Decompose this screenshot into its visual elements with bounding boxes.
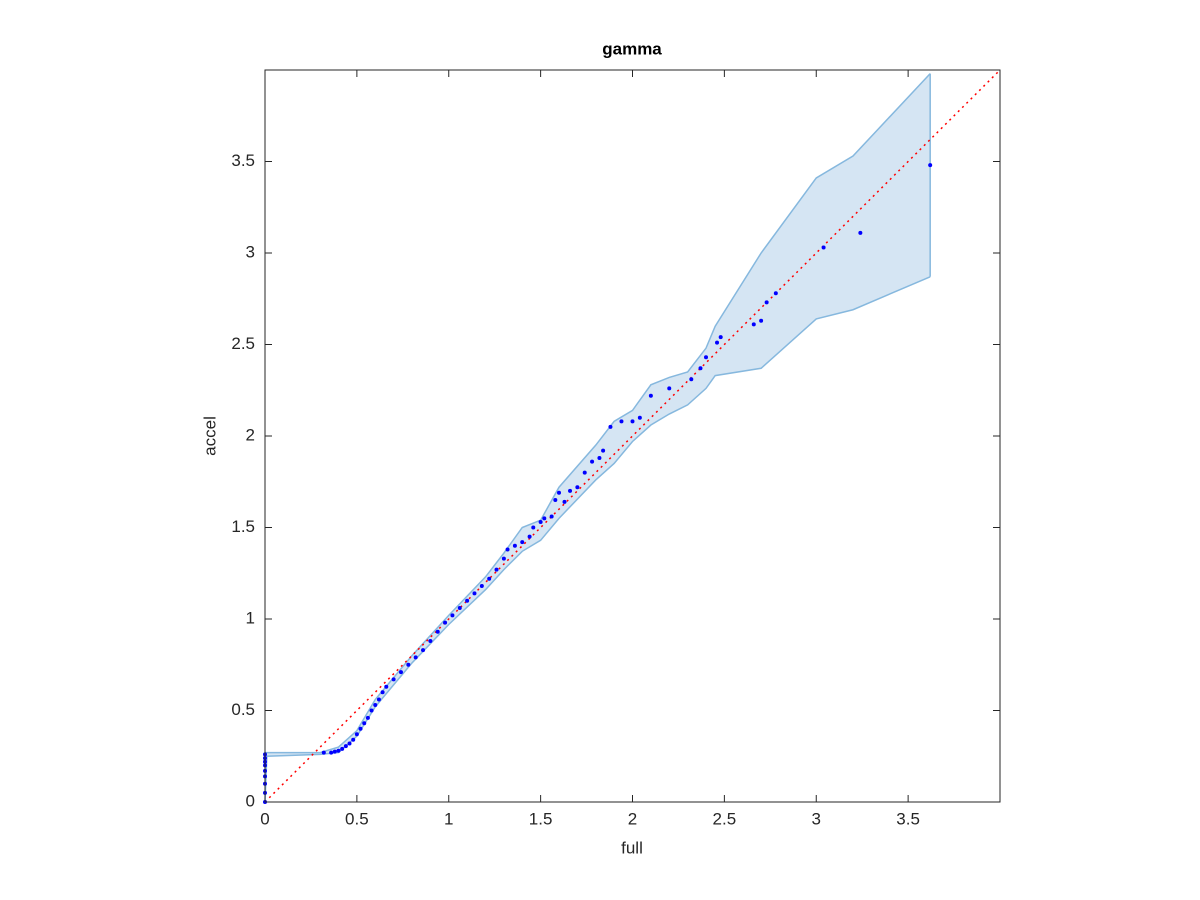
y-tick-label: 0.5 xyxy=(231,700,255,719)
point xyxy=(354,732,359,737)
point xyxy=(575,485,580,490)
y-axis-label: accel xyxy=(200,416,219,456)
x-tick-label: 1.5 xyxy=(529,809,553,828)
y-tick-label: 3.5 xyxy=(231,151,255,170)
point xyxy=(369,708,374,713)
point xyxy=(648,393,653,398)
point xyxy=(450,613,455,618)
point xyxy=(487,576,492,581)
point xyxy=(582,470,587,475)
x-tick-label: 0 xyxy=(260,809,269,828)
point xyxy=(773,291,778,296)
point xyxy=(928,163,933,168)
point xyxy=(332,749,337,754)
point xyxy=(340,746,345,751)
y-tick-label: 0 xyxy=(246,791,255,810)
point xyxy=(549,514,554,519)
point xyxy=(601,448,606,453)
point xyxy=(501,556,506,561)
point xyxy=(457,606,462,611)
y-tick-label: 3 xyxy=(246,242,255,261)
point xyxy=(351,737,356,742)
reference-line xyxy=(264,69,1001,803)
point xyxy=(373,703,378,708)
point xyxy=(376,697,381,702)
point xyxy=(472,591,477,596)
point xyxy=(619,419,624,424)
point xyxy=(527,534,532,539)
point xyxy=(479,584,484,589)
y-tick-label: 1 xyxy=(246,608,255,627)
point xyxy=(759,318,764,323)
point xyxy=(347,741,352,746)
point xyxy=(428,638,433,643)
point xyxy=(505,547,510,552)
point xyxy=(336,748,341,753)
x-axis-label: full xyxy=(621,838,643,857)
point xyxy=(590,459,595,464)
point xyxy=(630,419,635,424)
point xyxy=(608,424,613,429)
point xyxy=(520,540,525,545)
point xyxy=(494,567,499,572)
point xyxy=(751,322,756,327)
point xyxy=(391,677,396,682)
point xyxy=(365,715,370,720)
x-tick-label: 2 xyxy=(628,809,637,828)
point xyxy=(321,750,326,755)
band-upper xyxy=(265,73,931,754)
point xyxy=(406,662,411,667)
point xyxy=(637,415,642,420)
x-tick-label: 2.5 xyxy=(713,809,737,828)
point xyxy=(421,648,426,653)
point xyxy=(531,525,536,530)
point xyxy=(698,366,703,371)
y-tick-label: 1.5 xyxy=(231,517,255,536)
point xyxy=(538,520,543,525)
point xyxy=(343,744,348,749)
point xyxy=(764,300,769,305)
point xyxy=(398,670,403,675)
point xyxy=(557,490,561,495)
point xyxy=(465,598,470,603)
y-tick-label: 2.5 xyxy=(231,334,255,353)
y-tick-label: 2 xyxy=(246,425,255,444)
point xyxy=(597,455,602,460)
point xyxy=(704,355,708,360)
point xyxy=(362,721,367,726)
chart-title: gamma xyxy=(602,39,662,58)
point xyxy=(384,684,389,689)
x-tick-label: 0.5 xyxy=(345,809,369,828)
point xyxy=(512,543,517,548)
point xyxy=(435,629,440,634)
point xyxy=(821,245,826,250)
point xyxy=(443,620,448,625)
point xyxy=(858,230,863,235)
point xyxy=(542,516,547,521)
point xyxy=(562,499,567,504)
band-fill xyxy=(265,73,931,802)
point xyxy=(568,488,573,493)
point xyxy=(413,655,418,660)
x-tick-label: 3.5 xyxy=(896,809,920,828)
point xyxy=(553,498,558,503)
x-tick-label: 1 xyxy=(444,809,453,828)
point xyxy=(689,377,694,382)
point xyxy=(718,335,723,340)
point xyxy=(667,386,672,391)
x-tick-label: 3 xyxy=(812,809,821,828)
point xyxy=(715,340,720,345)
point xyxy=(329,750,334,755)
point xyxy=(358,726,363,731)
point xyxy=(380,690,385,695)
